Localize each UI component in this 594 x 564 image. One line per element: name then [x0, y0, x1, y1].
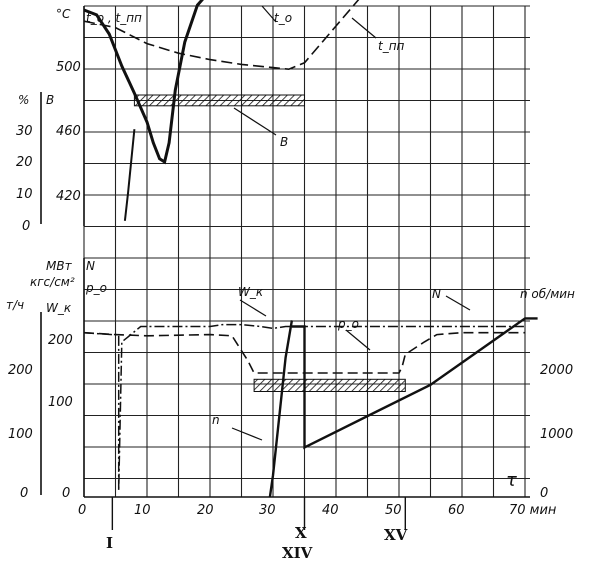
- event-marker-XIV: XIV: [282, 544, 313, 562]
- power-symbol-label: N: [86, 259, 95, 273]
- event-marker-X: X: [295, 524, 307, 542]
- series-t-o: [83, 0, 204, 165]
- percent-tick: 20: [16, 155, 33, 170]
- p-o-hatched-band: [253, 378, 406, 392]
- series-b: [123, 129, 136, 221]
- upper-series-label: t_o , t_пп: [86, 11, 142, 25]
- series-N: [291, 317, 538, 450]
- rate-tick: 100: [8, 427, 33, 442]
- annotation-t-pp: t_пп: [378, 39, 405, 53]
- left-tick: 200: [48, 333, 73, 348]
- rpm-tick: 1000: [540, 427, 573, 442]
- temp-unit-label: °C: [56, 7, 71, 21]
- annotation-leaders: [231, 5, 471, 441]
- chart-grid: [83, 5, 530, 497]
- rpm-tick: 0: [540, 486, 548, 501]
- annotation-t-o: t_o: [274, 11, 292, 25]
- x-tick: 30: [259, 503, 276, 518]
- b-unit-label: B: [46, 93, 54, 107]
- rate-tick: 200: [8, 363, 33, 378]
- x-tick: 40: [322, 503, 339, 518]
- event-marker-I: I: [106, 534, 113, 552]
- power-unit-label: МВт: [46, 259, 73, 273]
- temp-tick: 460: [56, 124, 81, 139]
- percent-tick: 30: [16, 124, 33, 139]
- annotation-N: N: [432, 287, 441, 301]
- left-tick: 100: [48, 395, 73, 410]
- temp-tick: 500: [56, 60, 81, 75]
- event-marker-XV: XV: [384, 526, 408, 544]
- x-tick: 0: [78, 503, 86, 518]
- b-hatched-band: [133, 94, 305, 107]
- pressure-unit-label: кгс/см²: [30, 275, 75, 289]
- rpm-axis-label: n об/мин: [520, 287, 575, 301]
- left-tick: 0: [62, 486, 70, 501]
- x-tick: 50: [385, 503, 402, 518]
- flow-symbol-label: W_к: [46, 301, 72, 315]
- x-axis-label: τ: [506, 470, 517, 491]
- rpm-tick: 2000: [540, 363, 573, 378]
- x-tick: 60: [448, 503, 465, 518]
- annotation-w-k: W_к: [238, 285, 264, 299]
- series-w-k: [83, 323, 525, 491]
- annotation-p-o: p_o: [337, 317, 359, 331]
- series-p-o: [83, 331, 525, 374]
- annotation-b: B: [280, 135, 288, 149]
- flow-unit-label: т/ч: [6, 298, 24, 312]
- series-n: [268, 320, 294, 498]
- percent-unit-label: %: [18, 93, 29, 107]
- rate-tick: 0: [20, 486, 28, 501]
- percent-tick: 0: [22, 219, 30, 234]
- x-tick: 20: [197, 503, 214, 518]
- x-tick: 70 мин: [509, 503, 557, 518]
- annotation-n: n: [212, 413, 220, 427]
- x-tick: 10: [134, 503, 151, 518]
- series-t-pp: [83, 0, 360, 71]
- percent-tick: 10: [16, 187, 33, 202]
- pressure-symbol-label: p_o: [85, 281, 107, 295]
- temp-tick: 420: [56, 189, 81, 204]
